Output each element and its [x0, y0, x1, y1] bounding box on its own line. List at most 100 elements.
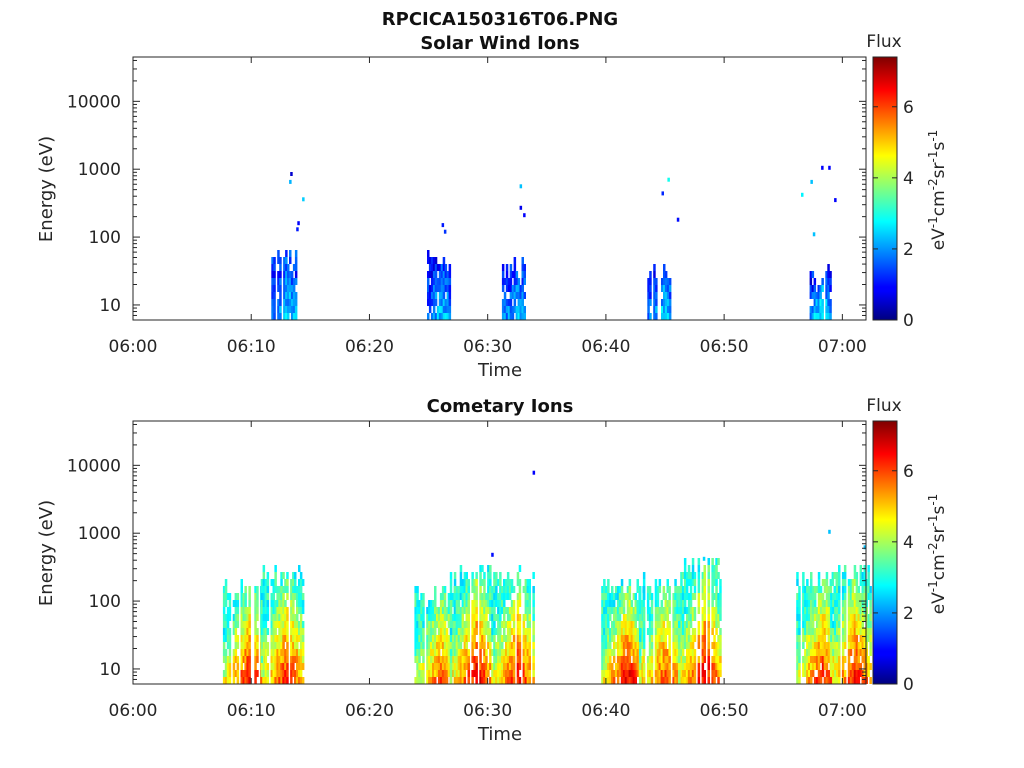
heatmap-cell [418, 656, 421, 663]
heatmap-cell [815, 299, 818, 306]
heatmap-cell [607, 670, 610, 677]
heatmap-cell [863, 628, 866, 635]
heatmap-cell [260, 586, 264, 593]
heatmap-cell [869, 600, 872, 607]
heatmap-cell [457, 614, 461, 621]
heatmap-cell [501, 593, 504, 600]
heatmap-cell [290, 628, 293, 635]
heatmap-cell [689, 649, 693, 656]
heatmap-cell [516, 663, 520, 670]
heatmap-cell [503, 586, 506, 593]
heatmap-cell [663, 264, 666, 271]
heatmap-cell [642, 663, 646, 670]
heatmap-cell [457, 642, 461, 649]
heatmap-cell [471, 635, 474, 642]
heatmap-cell [798, 642, 801, 649]
heatmap-cell [636, 600, 639, 607]
heatmap-cell [853, 635, 857, 642]
heatmap-cell [459, 635, 463, 642]
heatmap-cell [829, 285, 832, 292]
heatmap-cell [508, 642, 512, 649]
heatmap-cell [717, 593, 720, 600]
heatmap-point [532, 470, 536, 475]
heatmap-cell [832, 600, 835, 607]
heatmap-cell [532, 586, 535, 593]
heatmap-cell [639, 663, 642, 670]
heatmap-cell [256, 642, 259, 649]
heatmap-cell [481, 635, 484, 642]
heatmap-cell [829, 313, 832, 320]
heatmap-cell [489, 677, 492, 684]
heatmap-cell [461, 677, 465, 684]
heatmap-cell [448, 299, 452, 306]
heatmap-cell [437, 607, 441, 614]
heatmap-cell [282, 593, 285, 600]
heatmap-cell [661, 278, 664, 285]
heatmap-cell [427, 271, 430, 278]
heatmap-cell [294, 257, 298, 264]
heatmap-cell [821, 621, 825, 628]
heatmap-cell [441, 649, 445, 656]
heatmap-cell [287, 264, 290, 271]
y-tick-label: 1000 [78, 524, 121, 544]
heatmap-cell [465, 628, 468, 635]
heatmap-cell [678, 614, 681, 621]
heatmap-cell [680, 663, 683, 670]
y-tick-label: 1000 [78, 160, 121, 180]
heatmap-cell [666, 670, 669, 677]
heatmap-cell [298, 600, 301, 607]
heatmap-cell [481, 600, 484, 607]
heatmap-cell [656, 600, 660, 607]
heatmap-cell [821, 600, 825, 607]
heatmap-cell [430, 600, 433, 607]
heatmap-cell [817, 614, 821, 621]
heatmap-cell [289, 271, 292, 278]
heatmap-cell [650, 607, 654, 614]
heatmap-cell [294, 656, 297, 663]
heatmap-cell [301, 600, 305, 607]
heatmap-cell [416, 670, 419, 677]
heatmap-cell [430, 649, 433, 656]
heatmap-cell [491, 600, 494, 607]
heatmap-cell [301, 593, 305, 600]
heatmap-cell [471, 607, 474, 614]
heatmap-cell [836, 677, 839, 684]
heatmap-cell [420, 635, 423, 642]
heatmap-cell [668, 299, 672, 306]
heatmap-cell [427, 313, 430, 320]
heatmap-cell [465, 663, 468, 670]
heatmap-point [441, 223, 445, 228]
heatmap-cell [691, 572, 695, 579]
heatmap-cell [489, 600, 492, 607]
heatmap-cell [292, 313, 296, 320]
heatmap-cell [847, 600, 851, 607]
heatmap-cell [830, 621, 833, 628]
heatmap-cell [436, 670, 439, 677]
heatmap-cell [831, 572, 835, 579]
heatmap-cell [283, 257, 286, 264]
heatmap-cell [648, 677, 652, 684]
heatmap-cell [437, 663, 441, 670]
heatmap-cell [676, 663, 679, 670]
heatmap-cell [832, 635, 835, 642]
heatmap-cell [857, 600, 861, 607]
heatmap-cell [414, 614, 417, 621]
heatmap-cell [270, 621, 273, 628]
heatmap-cell [827, 306, 830, 313]
heatmap-cell [825, 600, 829, 607]
heatmap-cell [833, 572, 836, 579]
heatmap-cell [654, 628, 658, 635]
heatmap-cell [416, 614, 419, 621]
heatmap-cell [228, 677, 232, 684]
heatmap-cell [618, 670, 622, 677]
heatmap-cell [628, 586, 632, 593]
heatmap-cell [301, 579, 305, 586]
heatmap-cell [459, 607, 463, 614]
heatmap-cell [660, 670, 664, 677]
heatmap-cell [642, 649, 646, 656]
heatmap-cell [616, 649, 620, 656]
heatmap-cell [489, 628, 492, 635]
heatmap-cell [518, 614, 522, 621]
heatmap-cell [819, 642, 823, 649]
heatmap-cell [660, 628, 664, 635]
